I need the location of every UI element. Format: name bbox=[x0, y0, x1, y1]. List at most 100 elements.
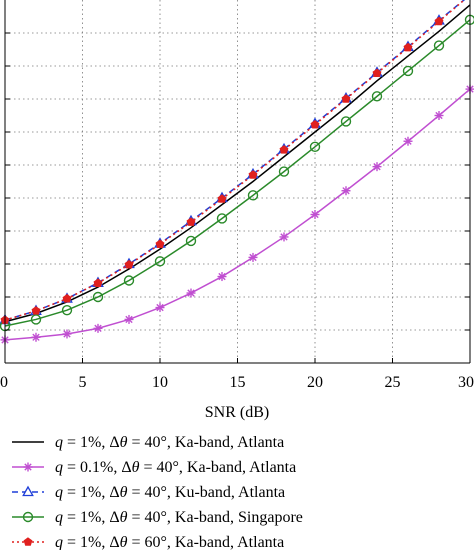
x-tick-label: 0 bbox=[0, 374, 8, 391]
data-point-marker bbox=[31, 306, 41, 315]
legend-item-3: q = 1%, Δθ = 40°, Ku-band, Atlanta bbox=[12, 484, 285, 501]
legend-label-part: = 1%, Δ bbox=[63, 484, 120, 501]
legend-label-part: = 1%, Δ bbox=[63, 434, 120, 451]
series-line bbox=[4, 0, 466, 321]
data-point-marker bbox=[248, 252, 258, 262]
data-point-marker bbox=[155, 239, 165, 249]
legend-label: q = 1%, Δθ = 40°, Ka-band, Singapore bbox=[55, 509, 303, 526]
data-point-marker bbox=[123, 275, 135, 286]
x-tick-label: 30 bbox=[458, 374, 474, 391]
data-point-marker bbox=[61, 305, 73, 316]
legend-label-part: θ bbox=[120, 484, 128, 501]
data-point-stroke bbox=[404, 137, 412, 145]
series-group bbox=[0, 0, 474, 345]
data-point-marker bbox=[309, 141, 321, 153]
legend-label-part: q bbox=[55, 534, 63, 550]
data-point-stroke bbox=[342, 187, 350, 195]
legend-label-part: θ bbox=[132, 459, 140, 476]
data-point-marker bbox=[93, 278, 103, 287]
legend-label-part: = 40°, Ka-band, Atlanta bbox=[128, 434, 285, 451]
data-point-marker bbox=[372, 162, 382, 172]
legend-label-part: q bbox=[55, 459, 63, 476]
x-tick-label: 20 bbox=[307, 374, 323, 391]
legend-label-part: θ bbox=[120, 509, 128, 526]
series-2 bbox=[0, 84, 474, 345]
series-5 bbox=[0, 0, 466, 324]
data-point-marker bbox=[124, 259, 134, 269]
data-point-marker bbox=[185, 235, 197, 247]
data-point-marker bbox=[92, 291, 104, 303]
data-point-marker bbox=[434, 16, 444, 26]
data-point-stroke bbox=[218, 272, 226, 281]
data-point-marker bbox=[155, 303, 165, 313]
data-point-marker bbox=[93, 323, 103, 333]
grid-lines bbox=[5, 0, 470, 363]
legend-label-part: = 40°, Ka-band, Atlanta bbox=[140, 459, 297, 476]
series-4 bbox=[0, 14, 474, 332]
legend-label: q = 1%, Δθ = 60°, Ka-band, Atlanta bbox=[55, 534, 284, 550]
data-point-marker bbox=[124, 314, 134, 324]
data-point-marker bbox=[248, 170, 258, 179]
data-point-marker bbox=[372, 68, 382, 78]
data-point-marker bbox=[247, 190, 259, 201]
data-point-marker bbox=[62, 293, 72, 303]
series-line bbox=[4, 0, 466, 321]
legend-item-1: q = 1%, Δθ = 40°, Ka-band, Atlanta bbox=[12, 434, 284, 451]
data-point-stroke bbox=[32, 333, 40, 341]
legend-label-part: = 1%, Δ bbox=[63, 509, 120, 526]
data-point-marker bbox=[154, 256, 166, 267]
data-point-marker bbox=[310, 120, 320, 129]
data-point-marker bbox=[217, 194, 227, 203]
series-line bbox=[4, 19, 471, 327]
data-point-marker bbox=[279, 145, 289, 154]
series-line bbox=[4, 4, 471, 323]
x-tick-label: 25 bbox=[385, 374, 401, 391]
legend-item-5: q = 1%, Δθ = 60°, Ka-band, Atlanta bbox=[12, 534, 284, 550]
data-point-marker bbox=[279, 232, 289, 242]
x-axis-label: SNR (dB) bbox=[205, 404, 269, 421]
data-point-marker bbox=[341, 186, 351, 196]
legend-label-part: θ bbox=[120, 534, 128, 550]
series-1 bbox=[4, 4, 471, 323]
data-point-stroke bbox=[249, 253, 257, 262]
data-point-marker bbox=[217, 272, 227, 282]
data-point-marker bbox=[22, 511, 34, 523]
x-tick-label: 10 bbox=[152, 374, 168, 391]
data-point-marker bbox=[310, 210, 320, 219]
legend-item-2: q = 0.1%, Δθ = 40°, Ka-band, Atlanta bbox=[12, 459, 296, 476]
legend-label-part: q bbox=[55, 434, 63, 451]
data-point-marker bbox=[186, 288, 196, 298]
legend-label-part: = 1%, Δ bbox=[63, 534, 120, 550]
data-point-marker bbox=[62, 329, 72, 339]
data-point-marker bbox=[30, 314, 42, 325]
data-point-marker bbox=[186, 217, 196, 226]
data-point-marker bbox=[434, 111, 444, 120]
data-point-marker bbox=[340, 116, 352, 127]
legend-label-part: θ bbox=[120, 434, 128, 451]
data-point-marker bbox=[216, 213, 228, 224]
legend-label: q = 1%, Δθ = 40°, Ka-band, Atlanta bbox=[55, 434, 284, 451]
data-point-stroke bbox=[311, 210, 319, 219]
legend-label: q = 0.1%, Δθ = 40°, Ka-band, Atlanta bbox=[55, 459, 296, 476]
data-point-marker bbox=[402, 65, 414, 77]
data-point-marker bbox=[433, 40, 445, 51]
data-point-stroke bbox=[156, 303, 164, 312]
legend-label-part: q bbox=[55, 509, 63, 526]
data-point-stroke bbox=[280, 233, 288, 241]
legend-label: q = 1%, Δθ = 40°, Ku-band, Atlanta bbox=[55, 484, 285, 501]
data-point-stroke bbox=[187, 289, 195, 297]
series-line bbox=[4, 88, 471, 341]
data-point-marker bbox=[403, 42, 413, 52]
data-point-marker bbox=[403, 136, 413, 146]
data-point-stroke bbox=[94, 324, 102, 333]
data-point-marker bbox=[23, 537, 33, 546]
legend-label-part: = 0.1%, Δ bbox=[63, 459, 132, 476]
data-point-marker bbox=[31, 332, 41, 342]
x-tick-label: 5 bbox=[79, 374, 87, 391]
axes: 0 5 10 15 20 25 30 bbox=[0, 0, 474, 391]
legend-label-part: = 60°, Ka-band, Atlanta bbox=[128, 534, 285, 550]
legend-label-part: = 40°, Ku-band, Atlanta bbox=[128, 484, 286, 501]
data-point-marker bbox=[278, 166, 290, 177]
